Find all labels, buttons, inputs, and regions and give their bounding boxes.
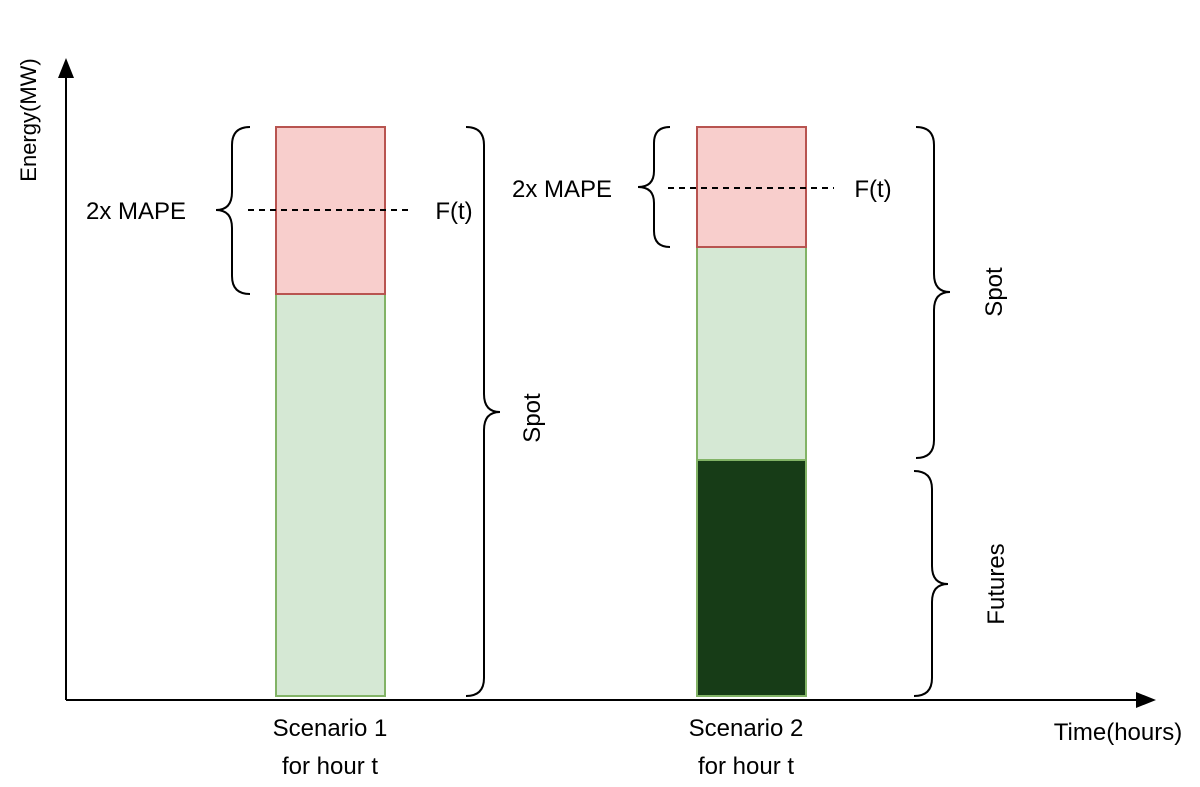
x-axis-label: Time(hours) <box>1054 719 1182 746</box>
scenario2-caption-line1: Scenario 2 <box>689 715 804 742</box>
scenario2-caption-line2: for hour t <box>698 753 794 780</box>
y-axis-arrowhead <box>58 58 74 78</box>
y-axis-label: Energy(MW) <box>16 58 41 181</box>
scenario2-mape-label: 2x MAPE <box>512 176 612 203</box>
scenario2-spot-bar <box>696 246 807 461</box>
scenario2-futures-brace <box>913 470 949 697</box>
scenario2-spot-label: Spot <box>981 267 1008 317</box>
scenario2-mape-brace <box>637 126 671 248</box>
x-axis-arrowhead <box>1136 692 1156 708</box>
scenario1-caption-line1: Scenario 1 <box>273 715 388 742</box>
scenario1-spot-label: Spot <box>519 393 546 443</box>
scenario2-forecast-label: F(t) <box>854 176 891 203</box>
scenario2-futures-bar <box>696 459 807 697</box>
scenario1-forecast-label: F(t) <box>435 198 472 225</box>
scenario-1: 2x MAPE F(t) Spot Scenario 1 for hour t <box>86 126 546 780</box>
scenario2-spot-brace <box>915 126 951 459</box>
scenario1-caption-line2: for hour t <box>282 753 378 780</box>
scenario1-mape-label: 2x MAPE <box>86 198 186 225</box>
axes: Energy(MW) Time(hours) <box>16 58 1182 746</box>
scenario1-spot-brace <box>465 126 501 697</box>
scenario1-spot-bar <box>275 293 386 697</box>
scenario1-mape-brace <box>215 126 251 295</box>
scenario2-futures-label: Futures <box>983 543 1010 624</box>
scenario-2: 2x MAPE F(t) Spot Futures Scenario 2 for… <box>512 126 1010 780</box>
